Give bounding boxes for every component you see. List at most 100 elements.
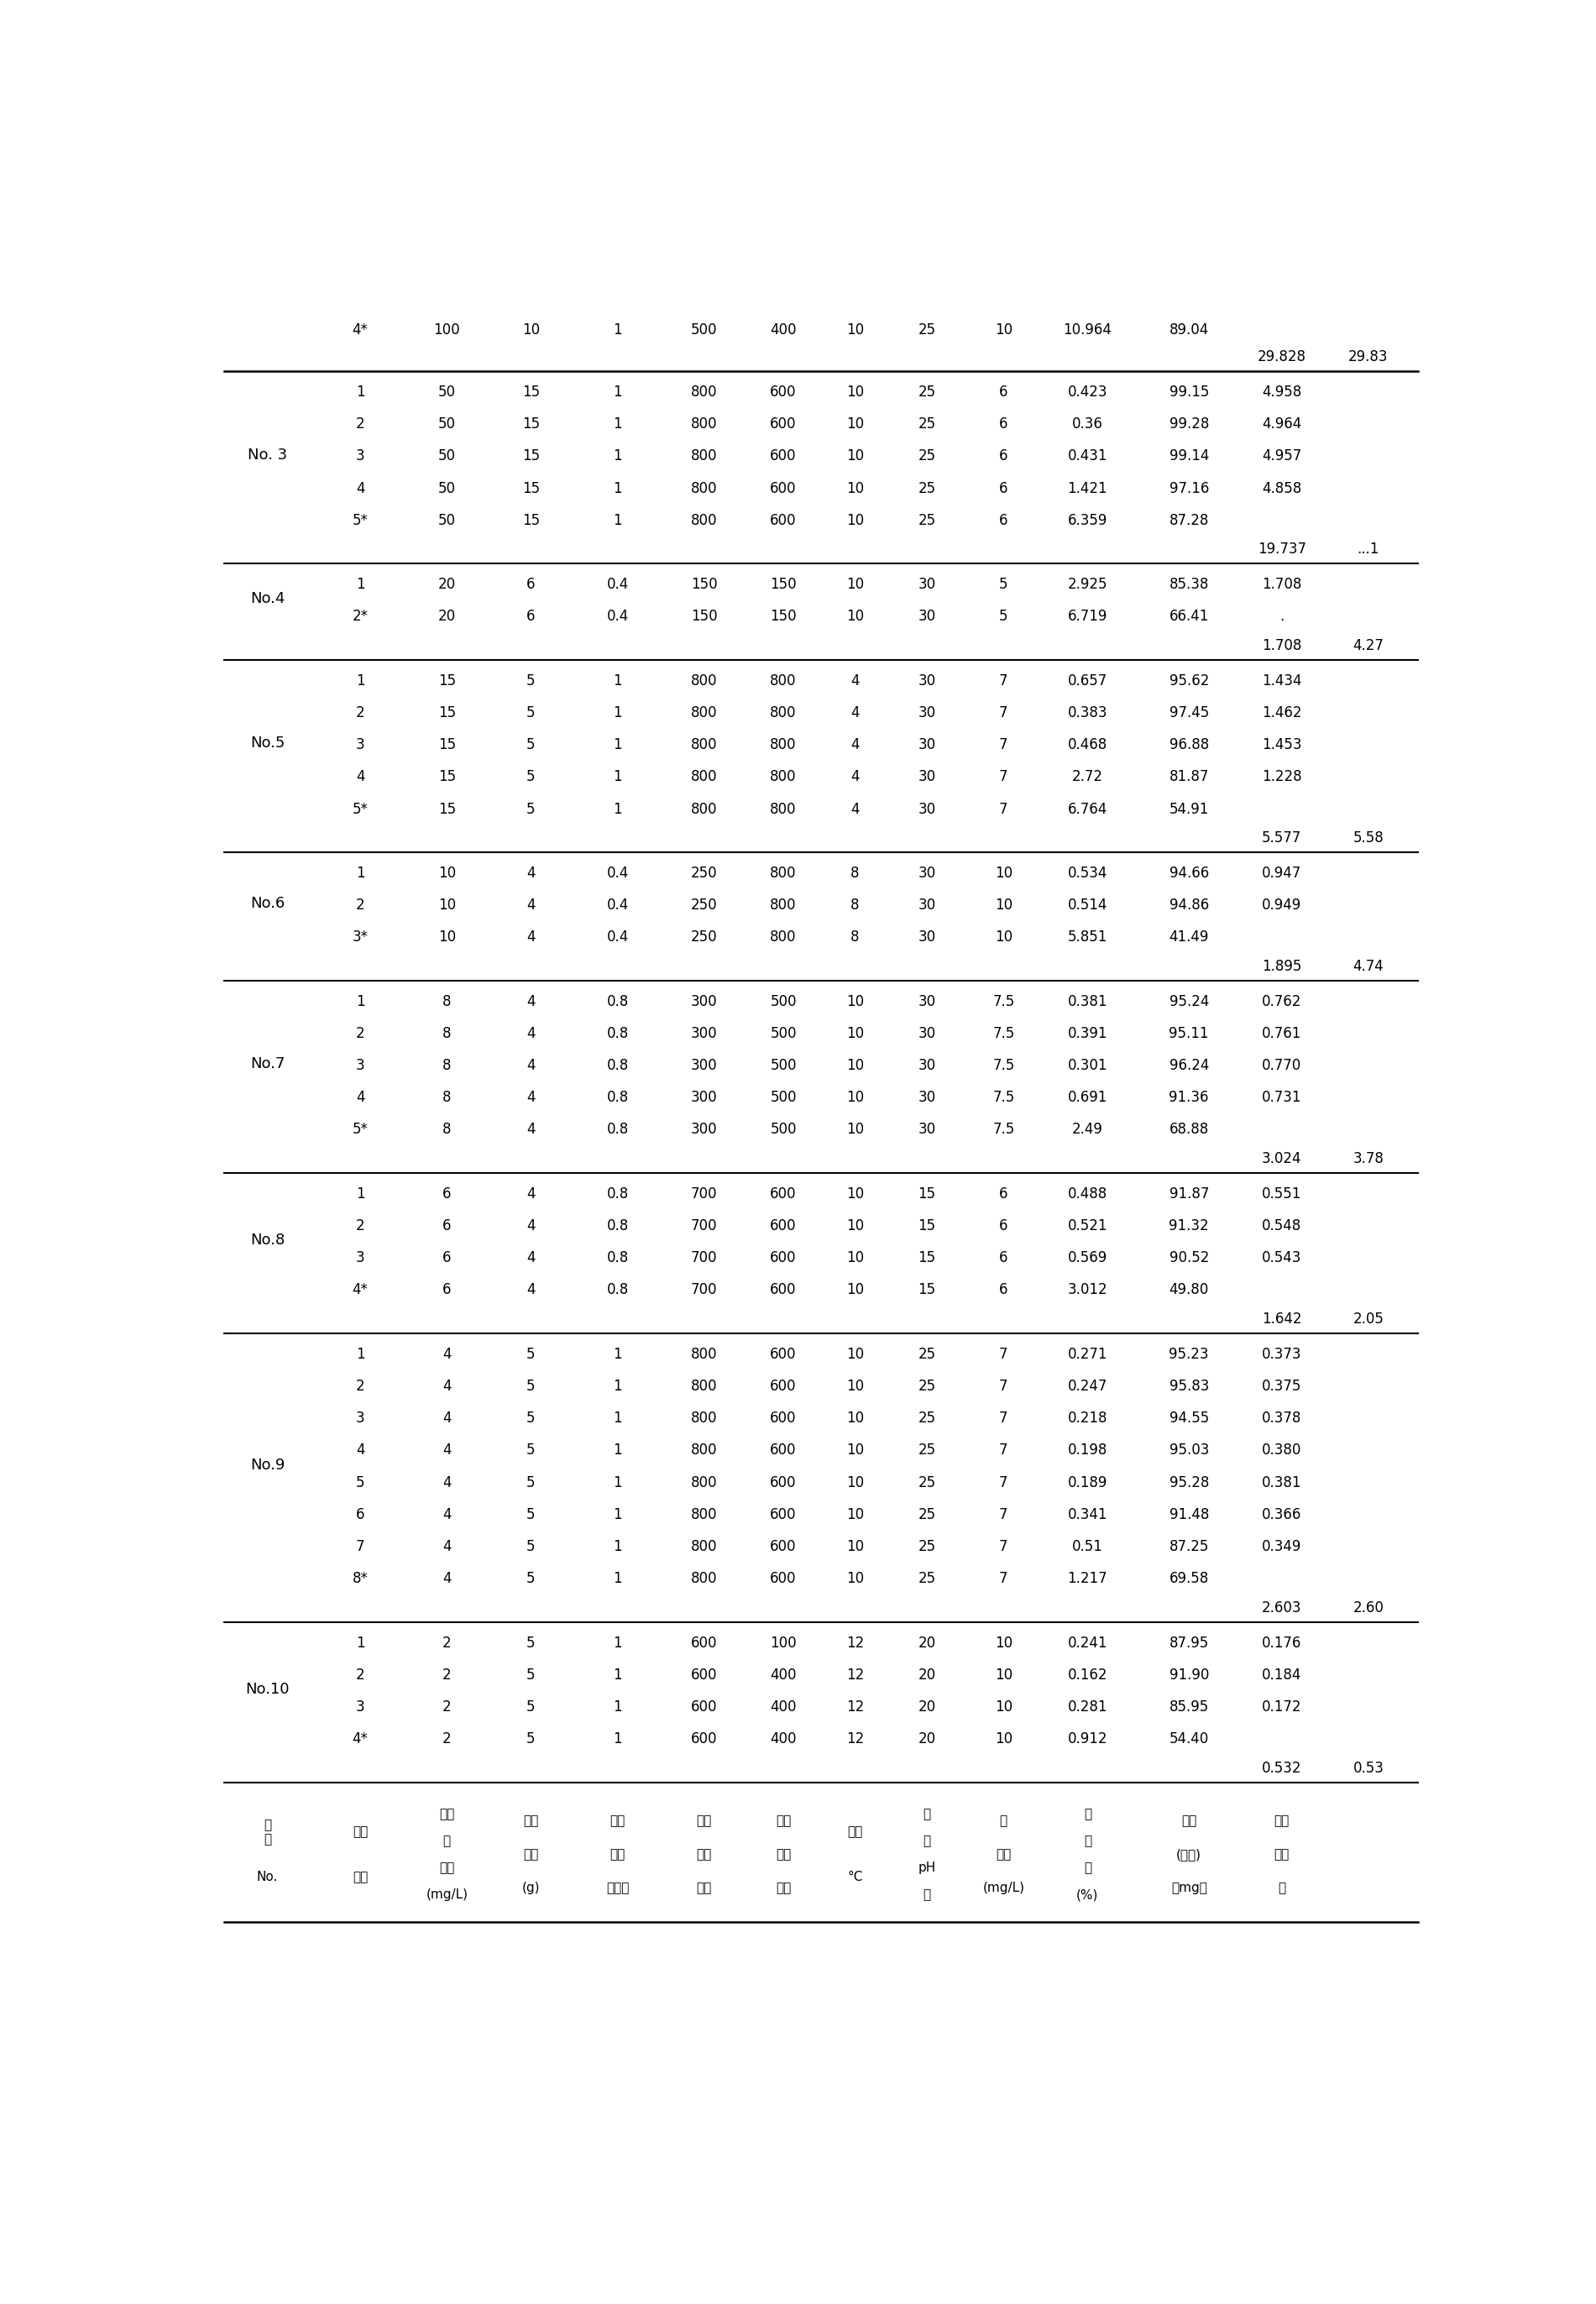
Text: 浓度: 浓度 <box>439 1862 455 1873</box>
Text: 5*: 5* <box>353 514 369 528</box>
Text: 25: 25 <box>918 1571 935 1585</box>
Text: 1: 1 <box>356 866 365 880</box>
Text: 8*: 8* <box>353 1571 369 1585</box>
Text: 10: 10 <box>437 931 456 945</box>
Text: 600: 600 <box>691 1733 717 1746</box>
Text: 600: 600 <box>771 417 796 431</box>
Text: 磷: 磷 <box>444 1834 450 1848</box>
Text: 1.462: 1.462 <box>1262 705 1302 721</box>
Text: 90.52: 90.52 <box>1170 1251 1208 1265</box>
Text: 2: 2 <box>356 1219 365 1233</box>
Text: No.5: No.5 <box>251 735 286 751</box>
Text: 0.488: 0.488 <box>1068 1187 1108 1200</box>
Text: 150: 150 <box>769 608 796 624</box>
Text: 3.78: 3.78 <box>1353 1152 1384 1166</box>
Text: No.9: No.9 <box>251 1458 286 1472</box>
Text: 5: 5 <box>527 1733 535 1746</box>
Text: 7: 7 <box>999 802 1009 816</box>
Text: 1: 1 <box>613 1475 622 1491</box>
Text: No.10: No.10 <box>246 1682 289 1698</box>
Text: 0.947: 0.947 <box>1262 866 1302 880</box>
Text: 5: 5 <box>527 1700 535 1714</box>
Text: 69.58: 69.58 <box>1170 1571 1208 1585</box>
Text: 4: 4 <box>527 993 535 1009</box>
Text: No.4: No.4 <box>251 592 286 606</box>
Text: 25: 25 <box>918 1539 935 1555</box>
Text: 7: 7 <box>999 1346 1009 1362</box>
Text: 400: 400 <box>771 1668 796 1682</box>
Text: 2.603: 2.603 <box>1262 1599 1302 1615</box>
Text: 1.434: 1.434 <box>1262 673 1302 689</box>
Text: 4: 4 <box>356 1442 365 1458</box>
Text: 6.764: 6.764 <box>1068 802 1108 816</box>
Text: 49.80: 49.80 <box>1170 1283 1208 1297</box>
Text: 25: 25 <box>918 482 935 495</box>
Text: 值: 值 <box>922 1889 930 1901</box>
Text: 0.8: 0.8 <box>606 1122 629 1138</box>
Text: 2*: 2* <box>353 608 369 624</box>
Text: 10: 10 <box>846 514 863 528</box>
Text: 3: 3 <box>356 449 365 463</box>
Text: 10: 10 <box>437 866 456 880</box>
Text: 石灰: 石灰 <box>1274 1816 1290 1827</box>
Text: 700: 700 <box>691 1187 717 1200</box>
Text: 0.391: 0.391 <box>1068 1025 1108 1041</box>
Text: 10: 10 <box>846 576 863 592</box>
Text: 800: 800 <box>691 385 717 399</box>
Text: 4.964: 4.964 <box>1262 417 1302 431</box>
Text: 0.271: 0.271 <box>1068 1346 1108 1362</box>
Text: 600: 600 <box>771 1219 796 1233</box>
Text: 800: 800 <box>691 737 717 753</box>
Text: 中介: 中介 <box>696 1882 712 1894</box>
Text: 30: 30 <box>918 1122 935 1138</box>
Text: 4: 4 <box>356 1090 365 1106</box>
Text: (%): (%) <box>1077 1889 1098 1901</box>
Text: 1.228: 1.228 <box>1262 770 1302 786</box>
Text: 6: 6 <box>999 417 1009 431</box>
Text: 0.375: 0.375 <box>1262 1378 1302 1394</box>
Text: 94.86: 94.86 <box>1170 899 1208 912</box>
Text: 700: 700 <box>691 1251 717 1265</box>
Text: 25: 25 <box>918 323 935 336</box>
Text: 30: 30 <box>918 1025 935 1041</box>
Text: 300: 300 <box>691 1058 718 1074</box>
Text: 4: 4 <box>851 802 860 816</box>
Text: 600: 600 <box>771 1410 796 1426</box>
Text: 10: 10 <box>846 482 863 495</box>
Text: 1: 1 <box>613 1733 622 1746</box>
Text: 66.41: 66.41 <box>1170 608 1208 624</box>
Text: 2: 2 <box>356 705 365 721</box>
Text: 4: 4 <box>442 1507 452 1523</box>
Text: 4*: 4* <box>353 323 369 336</box>
Text: 10: 10 <box>846 1346 863 1362</box>
Text: 0.8: 0.8 <box>606 1090 629 1106</box>
Text: 96.24: 96.24 <box>1170 1058 1208 1074</box>
Text: 6: 6 <box>999 1283 1009 1297</box>
Text: 800: 800 <box>771 802 796 816</box>
Text: 87.25: 87.25 <box>1170 1539 1208 1555</box>
Text: 800: 800 <box>691 1539 717 1555</box>
Text: No.8: No.8 <box>251 1233 284 1249</box>
Text: 7: 7 <box>999 770 1009 786</box>
Text: 25: 25 <box>918 1442 935 1458</box>
Text: No.6: No.6 <box>251 896 284 910</box>
Text: °C: °C <box>847 1871 863 1882</box>
Text: 300: 300 <box>691 993 718 1009</box>
Text: 0.301: 0.301 <box>1068 1058 1108 1074</box>
Text: 7: 7 <box>999 1378 1009 1394</box>
Text: 1: 1 <box>613 1507 622 1523</box>
Text: 600: 600 <box>691 1636 717 1650</box>
Text: 去: 去 <box>1084 1809 1092 1820</box>
Text: 30: 30 <box>918 866 935 880</box>
Text: 6: 6 <box>999 1187 1009 1200</box>
Text: 0.8: 0.8 <box>606 1283 629 1297</box>
Text: 5.58: 5.58 <box>1353 829 1384 846</box>
Text: 4: 4 <box>527 866 535 880</box>
Text: 1: 1 <box>613 417 622 431</box>
Text: 1.895: 1.895 <box>1262 958 1302 975</box>
Text: 10: 10 <box>846 1442 863 1458</box>
Text: 4: 4 <box>527 1251 535 1265</box>
Text: 8: 8 <box>442 1090 452 1106</box>
Text: 30: 30 <box>918 673 935 689</box>
Text: 3.024: 3.024 <box>1262 1152 1302 1166</box>
